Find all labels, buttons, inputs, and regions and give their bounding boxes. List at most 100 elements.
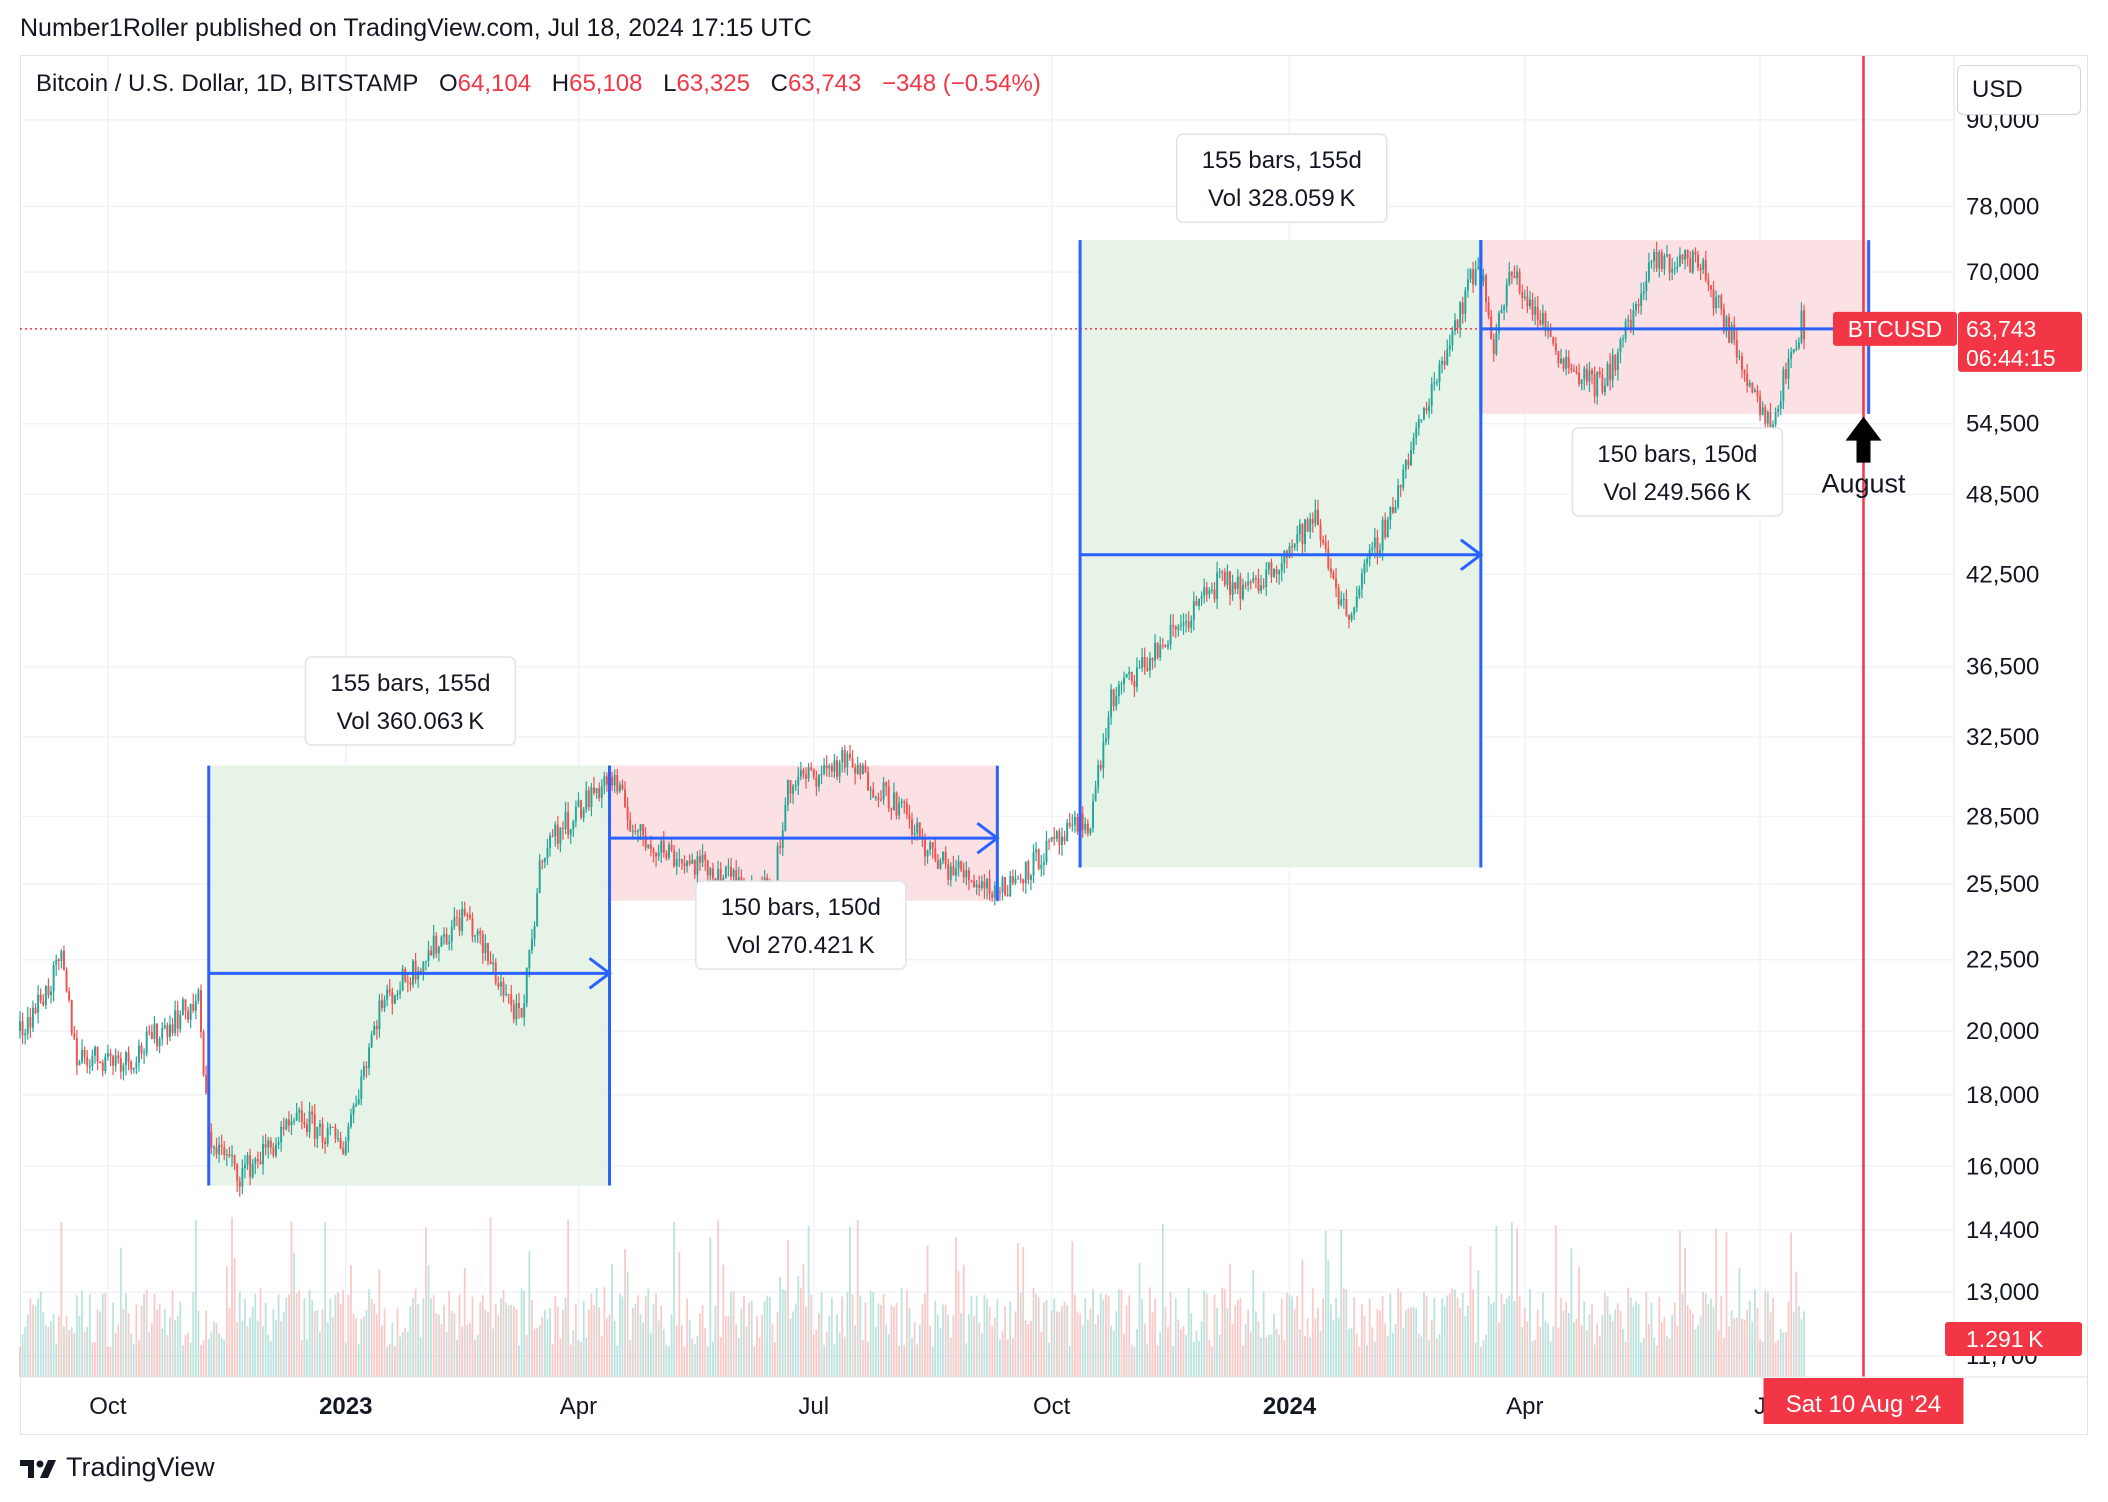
candle-body <box>797 776 800 786</box>
volume-bar <box>1410 1307 1412 1377</box>
candle-body <box>1195 600 1198 606</box>
volume-bar <box>1350 1327 1353 1377</box>
candle-body <box>520 1008 523 1018</box>
volume-bar <box>1081 1324 1084 1377</box>
volume-bar <box>541 1316 544 1377</box>
volume-bar <box>233 1258 236 1377</box>
candle-body <box>1466 279 1469 291</box>
volume-bar <box>267 1334 270 1377</box>
candle-body <box>375 1025 378 1030</box>
candle-body <box>1205 587 1208 595</box>
price-tick-label: 13,000 <box>1966 1279 2039 1306</box>
candle-body <box>983 881 986 889</box>
candle-body <box>1730 324 1733 343</box>
volume-bar <box>502 1289 505 1377</box>
candle-body <box>947 863 950 880</box>
candle-body <box>29 1017 32 1028</box>
candle-body <box>711 868 714 879</box>
candle-body <box>1503 306 1506 310</box>
candle-body <box>145 1031 148 1054</box>
volume-bar <box>241 1320 244 1377</box>
volume-bar <box>138 1340 140 1377</box>
volume-bar <box>468 1322 471 1377</box>
candle-body <box>675 859 678 867</box>
volume-bar <box>244 1298 246 1377</box>
candle-body <box>820 773 823 775</box>
candle-body <box>1580 379 1583 385</box>
candle-body <box>585 790 588 810</box>
volume-bar <box>1560 1297 1562 1377</box>
volume-bar <box>425 1227 427 1377</box>
volume-bar <box>598 1307 601 1377</box>
volume-bar <box>19 1346 21 1377</box>
candle-body <box>1298 524 1301 535</box>
volume-bar <box>869 1290 872 1377</box>
volume-bar <box>55 1343 58 1377</box>
candle-body <box>952 866 955 876</box>
volume-bar <box>461 1326 464 1377</box>
candle-body <box>125 1052 127 1065</box>
candle-body <box>143 1053 146 1055</box>
candle-body <box>1792 349 1795 353</box>
volume-bar <box>905 1289 908 1377</box>
volume-bar <box>1761 1341 1764 1377</box>
candle-body <box>184 999 187 1011</box>
candle-body <box>1353 607 1356 615</box>
candle-body <box>466 914 469 916</box>
candle-body <box>388 989 391 993</box>
candle-body <box>1267 562 1270 570</box>
candle-body <box>701 854 704 863</box>
volume-bar <box>934 1300 937 1377</box>
currency-button[interactable]: USD <box>1957 65 2081 115</box>
volume-bar <box>1733 1318 1736 1377</box>
volume-bar <box>1647 1324 1650 1377</box>
candle-body <box>554 824 557 836</box>
volume-bar <box>1213 1294 1216 1377</box>
volume-bar <box>1428 1340 1431 1377</box>
volume-bar <box>370 1298 373 1377</box>
candle-body <box>1006 895 1009 897</box>
candle-body <box>1482 275 1485 282</box>
candle-body <box>1301 524 1304 544</box>
volume-bar <box>453 1312 456 1377</box>
volume-bar <box>613 1320 616 1377</box>
volume-bar <box>246 1326 249 1377</box>
candle-body <box>1441 360 1444 365</box>
volume-bar <box>1660 1321 1663 1377</box>
volume-bar <box>608 1314 611 1377</box>
candle-body <box>1249 581 1252 583</box>
measure-label-bars: 155 bars, 155d <box>1202 147 1362 174</box>
tradingview-logo[interactable]: TradingView <box>20 1452 215 1483</box>
volume-bar <box>1769 1312 1772 1377</box>
candle-body <box>621 784 624 790</box>
volume-bar <box>145 1289 148 1377</box>
candle-body <box>1689 257 1692 273</box>
candle-body <box>1410 449 1413 466</box>
price-tick-label: 42,500 <box>1966 561 2039 588</box>
volume-bar <box>512 1306 515 1377</box>
candle-body <box>60 950 63 961</box>
volume-bar <box>1474 1342 1477 1377</box>
volume-bar <box>42 1312 45 1377</box>
candle-body <box>1104 738 1107 742</box>
candle-body <box>851 758 854 768</box>
volume-bar <box>52 1313 55 1377</box>
volume-bar <box>381 1325 383 1377</box>
volume-bar <box>1689 1309 1692 1377</box>
candle-body <box>934 848 937 860</box>
candle-body <box>595 788 598 793</box>
candle-body <box>1549 328 1552 337</box>
candle-body <box>295 1112 298 1121</box>
candle-body <box>1347 615 1350 620</box>
candle-body <box>88 1066 91 1068</box>
volume-bar <box>1048 1342 1050 1377</box>
volume-bar <box>117 1324 120 1377</box>
candle-body <box>1735 340 1738 358</box>
candle-body <box>691 859 694 864</box>
candle-body <box>285 1119 288 1130</box>
volume-bar <box>1637 1303 1640 1377</box>
volume-bar <box>1278 1334 1281 1377</box>
candle-body <box>337 1138 340 1140</box>
volume-bar <box>1435 1338 1438 1377</box>
